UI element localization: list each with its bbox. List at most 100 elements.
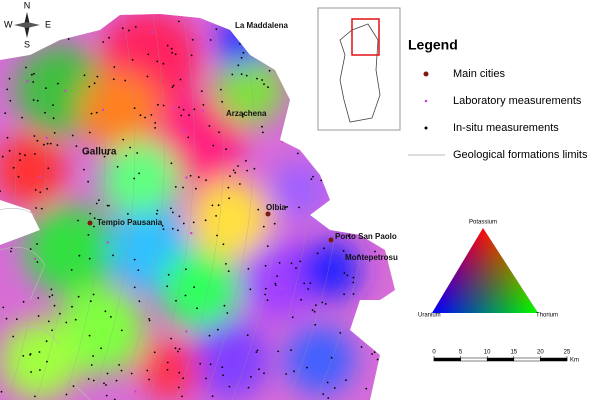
- measurement-point: [365, 387, 368, 390]
- measurement-point: [133, 107, 136, 109]
- measurement-point: [64, 89, 67, 92]
- measurement-point: [77, 295, 80, 298]
- measurement-point: [57, 82, 59, 85]
- measurement-point: [96, 75, 99, 78]
- measurement-point: [100, 347, 102, 350]
- measurement-point: [181, 395, 184, 398]
- measurement-point: [170, 207, 172, 210]
- measurement-point: [209, 363, 212, 366]
- measurement-point: [298, 206, 300, 209]
- limit-line: [119, 14, 165, 400]
- measurement-point: [154, 127, 157, 129]
- measurement-point: [217, 328, 219, 331]
- measurement-point: [227, 270, 230, 273]
- measurement-point: [148, 378, 151, 381]
- measurement-point: [228, 197, 231, 200]
- measurement-point: [303, 116, 306, 118]
- measurement-point: [256, 47, 258, 50]
- measurement-point: [190, 54, 193, 57]
- inset-extent: [351, 18, 380, 56]
- measurement-point: [344, 176, 347, 180]
- measurement-point: [88, 334, 91, 337]
- measurement-point: [34, 189, 37, 191]
- outside-limits: [0, 208, 91, 401]
- measurement-point: [274, 282, 277, 285]
- measurement-point: [290, 349, 292, 351]
- measurement-point: [212, 144, 215, 147]
- measurement-point: [59, 312, 61, 315]
- city-label: Montepetrosu: [345, 253, 398, 262]
- measurement-point: [241, 115, 244, 118]
- measurement-point: [220, 88, 222, 91]
- color-patch: [80, 70, 160, 150]
- measurement-point: [31, 27, 33, 29]
- measurement-point: [174, 186, 177, 188]
- measurement-point: [33, 257, 37, 260]
- measurement-point: [225, 263, 227, 265]
- scale-bar: 0 5 10 15 20 25 Km: [432, 350, 579, 364]
- measurement-point: [268, 63, 271, 66]
- measurement-point: [113, 66, 116, 68]
- measurement-point: [161, 225, 164, 227]
- measurement-point: [303, 282, 306, 285]
- color-patch: [190, 320, 270, 400]
- measurement-point: [240, 56, 243, 59]
- measurement-point: [90, 364, 93, 366]
- measurement-point: [83, 74, 86, 77]
- measurement-point: [256, 349, 259, 352]
- measurement-point: [46, 187, 48, 190]
- measurement-point: [92, 355, 94, 357]
- measurement-point: [146, 75, 149, 78]
- measurement-point: [294, 44, 297, 47]
- measurement-point: [120, 369, 123, 372]
- measurement-point: [52, 104, 54, 106]
- measurement-point: [316, 252, 319, 255]
- measurement-point: [373, 214, 376, 217]
- measurement-point: [162, 62, 165, 65]
- measurement-point: [89, 300, 92, 303]
- measurement-point: [290, 262, 293, 265]
- measurement-point: [347, 235, 350, 237]
- measurement-point: [70, 269, 73, 271]
- measurement-point: [258, 368, 260, 371]
- measurement-point: [178, 371, 181, 374]
- measurement-point: [221, 100, 224, 103]
- measurement-point: [171, 51, 174, 54]
- measurement-point: [369, 134, 372, 137]
- measurement-point: [45, 340, 48, 343]
- measurement-point: [229, 20, 232, 23]
- measurement-point: [345, 150, 348, 152]
- measurement-point: [241, 113, 244, 116]
- measurement-point: [167, 273, 170, 276]
- measurement-point: [83, 168, 85, 171]
- measurement-point: [92, 379, 95, 382]
- measurement-point: [30, 371, 32, 373]
- city-dot: [265, 211, 271, 217]
- measurement-point: [5, 317, 8, 320]
- measurement-point: [295, 267, 297, 269]
- measurement-point: [345, 379, 347, 382]
- measurement-point: [162, 104, 165, 107]
- city-label: Arzachena: [226, 109, 267, 118]
- measurement-point: [266, 299, 269, 302]
- measurement-point: [36, 139, 39, 142]
- measurement-point: [277, 350, 280, 353]
- measurement-point: [103, 155, 106, 158]
- measurement-point: [121, 27, 124, 30]
- measurement-point: [239, 43, 241, 45]
- measurement-point: [75, 145, 78, 148]
- measurement-point: [172, 107, 175, 110]
- measurement-point: [250, 376, 252, 378]
- scale-tick-label: 25: [564, 350, 571, 356]
- measurement-point: [201, 109, 204, 112]
- measurement-point: [102, 41, 105, 43]
- measurement-point: [324, 303, 327, 305]
- measurement-point: [284, 80, 287, 82]
- city-labels: La Maddalena Arzachena Gallura Olbia Tem…: [82, 21, 398, 262]
- legend-symbol: [424, 126, 428, 130]
- measurement-point: [32, 81, 35, 83]
- measurement-point: [307, 71, 310, 73]
- ternary-fill: [432, 228, 538, 313]
- scale-segment: [513, 357, 541, 362]
